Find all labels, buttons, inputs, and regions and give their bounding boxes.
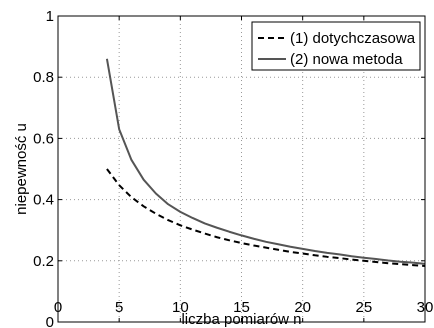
x-tick-label: 20 [294, 299, 311, 316]
y-tick-label: 0.2 [33, 253, 54, 270]
y-tick-label: 1 [46, 8, 54, 25]
series-line-2 [105, 58, 426, 265]
legend-box [251, 21, 421, 71]
y-tick-label: 0.4 [33, 192, 54, 209]
tick-layer: 0 5 10 15 20 25 30 0 0.2 0.4 0.6 0.8 1 [33, 8, 433, 328]
y-axis-label: niepewność u [13, 123, 30, 215]
x-tick-label: 15 [233, 299, 250, 316]
legend-label-series-1: (1) dotychczasowa [290, 30, 416, 47]
series-line-1 [106, 168, 426, 267]
y-tick-label: 0.8 [33, 69, 54, 86]
grid-layer [58, 16, 425, 322]
series-layer [105, 58, 426, 267]
legend: (1) dotychczasowa (2) nowa metoda [251, 21, 421, 71]
x-tick-label: 5 [115, 299, 123, 316]
x-tick-label: 30 [417, 299, 434, 316]
y-tick-label: 0.6 [33, 130, 54, 147]
x-tick-label: 0 [54, 299, 62, 316]
x-axis-label: liczba pomiarów n [181, 311, 301, 328]
x-tick-label: 25 [355, 299, 372, 316]
legend-label-series-2: (2) nowa metoda [290, 51, 403, 68]
y-tick-label: 0 [46, 314, 54, 328]
x-tick-label: 10 [172, 299, 189, 316]
